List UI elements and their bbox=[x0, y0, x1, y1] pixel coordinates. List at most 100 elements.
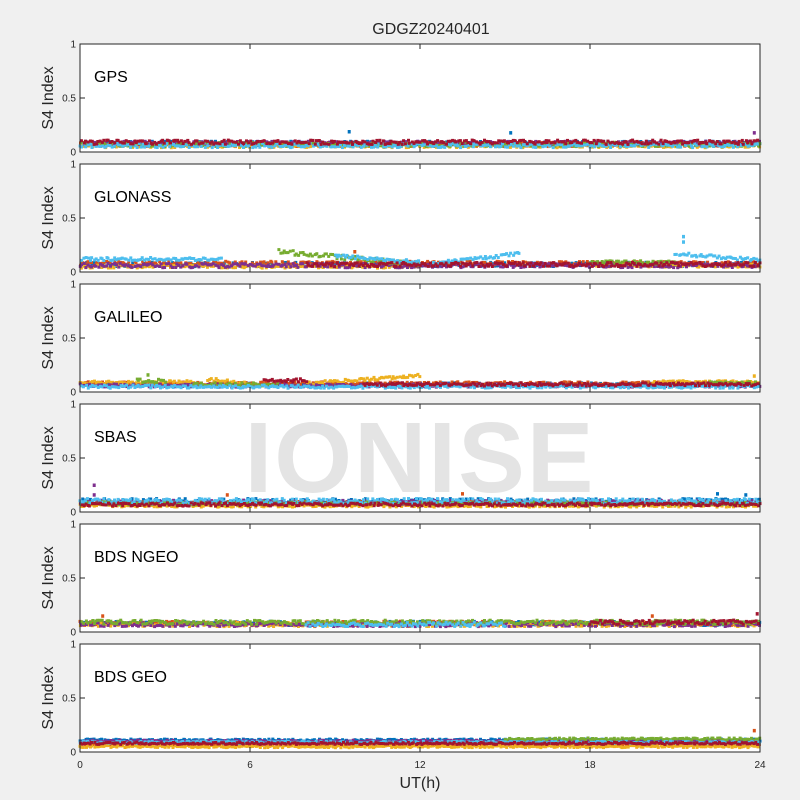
data-point bbox=[347, 141, 351, 145]
data-point bbox=[423, 139, 427, 143]
data-point bbox=[196, 260, 200, 264]
data-point bbox=[602, 139, 605, 143]
data-point bbox=[558, 142, 561, 146]
data-point bbox=[371, 139, 375, 143]
data-point bbox=[231, 262, 235, 266]
data-point bbox=[729, 263, 733, 267]
data-point bbox=[175, 140, 179, 144]
data-point bbox=[351, 145, 355, 149]
data-point bbox=[354, 143, 358, 147]
data-point bbox=[483, 261, 486, 264]
data-point bbox=[338, 143, 342, 147]
data-point bbox=[374, 260, 378, 264]
data-point bbox=[98, 145, 102, 148]
data-point bbox=[151, 142, 154, 146]
data-point bbox=[361, 139, 365, 143]
data-point bbox=[309, 138, 313, 142]
data-point bbox=[665, 143, 669, 147]
data-point bbox=[307, 260, 311, 264]
data-point bbox=[296, 144, 300, 148]
data-point bbox=[681, 262, 685, 266]
data-point bbox=[256, 141, 260, 145]
data-point bbox=[744, 139, 748, 143]
data-point bbox=[610, 142, 614, 146]
data-point bbox=[308, 145, 312, 149]
data-point bbox=[650, 265, 654, 268]
data-point bbox=[408, 145, 412, 148]
data-point bbox=[687, 251, 691, 255]
data-point bbox=[574, 140, 578, 144]
data-point bbox=[165, 142, 169, 146]
data-point bbox=[507, 254, 511, 258]
data-point bbox=[632, 140, 636, 144]
data-point bbox=[177, 144, 181, 148]
data-point bbox=[217, 266, 221, 270]
data-point bbox=[563, 261, 567, 265]
data-point bbox=[114, 145, 118, 149]
data-point bbox=[495, 141, 499, 145]
data-point bbox=[102, 259, 106, 262]
data-point bbox=[319, 142, 323, 146]
data-point bbox=[298, 251, 302, 255]
data-point bbox=[630, 266, 634, 270]
data-point bbox=[323, 142, 326, 146]
data-point bbox=[95, 142, 98, 146]
data-point bbox=[681, 142, 685, 146]
data-point bbox=[347, 144, 351, 148]
data-point bbox=[237, 142, 240, 146]
data-point bbox=[259, 260, 263, 264]
data-point bbox=[626, 142, 630, 146]
data-point bbox=[496, 256, 500, 259]
data-point bbox=[602, 144, 606, 148]
data-point bbox=[607, 143, 611, 147]
data-point bbox=[519, 144, 523, 148]
data-point bbox=[379, 143, 383, 147]
data-point bbox=[363, 257, 367, 260]
data-point bbox=[426, 142, 429, 146]
data-point bbox=[502, 139, 506, 143]
data-point bbox=[191, 264, 195, 268]
data-point bbox=[596, 140, 600, 144]
data-point bbox=[578, 141, 582, 145]
data-point bbox=[110, 140, 114, 143]
data-point bbox=[606, 145, 610, 148]
data-point bbox=[185, 143, 189, 147]
data-point bbox=[315, 139, 318, 143]
data-point bbox=[300, 145, 304, 149]
data-point bbox=[499, 139, 503, 143]
data-point bbox=[177, 140, 181, 144]
data-point bbox=[209, 377, 213, 381]
data-point bbox=[509, 262, 513, 265]
data-point bbox=[183, 139, 187, 143]
data-point bbox=[328, 379, 332, 383]
data-point bbox=[350, 140, 354, 144]
data-point bbox=[513, 260, 517, 264]
data-point bbox=[179, 139, 183, 143]
data-point bbox=[139, 145, 143, 149]
data-point bbox=[387, 144, 391, 148]
data-point bbox=[734, 141, 738, 145]
panel-name-label: GLONASS bbox=[94, 189, 171, 206]
data-point bbox=[751, 260, 755, 264]
data-point bbox=[302, 252, 306, 256]
data-point bbox=[652, 142, 656, 146]
data-point bbox=[200, 143, 204, 147]
data-point bbox=[731, 145, 735, 149]
data-point bbox=[477, 265, 481, 268]
data-point bbox=[238, 146, 241, 149]
data-point bbox=[400, 140, 404, 144]
data-point bbox=[504, 145, 508, 149]
data-point bbox=[96, 144, 100, 148]
data-point bbox=[299, 141, 303, 145]
data-point bbox=[726, 260, 730, 264]
data-point bbox=[697, 144, 701, 148]
data-point bbox=[728, 141, 732, 145]
data-point bbox=[193, 259, 197, 262]
data-point bbox=[242, 266, 246, 270]
data-point bbox=[581, 143, 585, 147]
data-point bbox=[398, 264, 402, 268]
data-point bbox=[95, 261, 99, 264]
data-point bbox=[750, 142, 754, 146]
data-point bbox=[757, 144, 760, 148]
data-point bbox=[679, 139, 683, 143]
